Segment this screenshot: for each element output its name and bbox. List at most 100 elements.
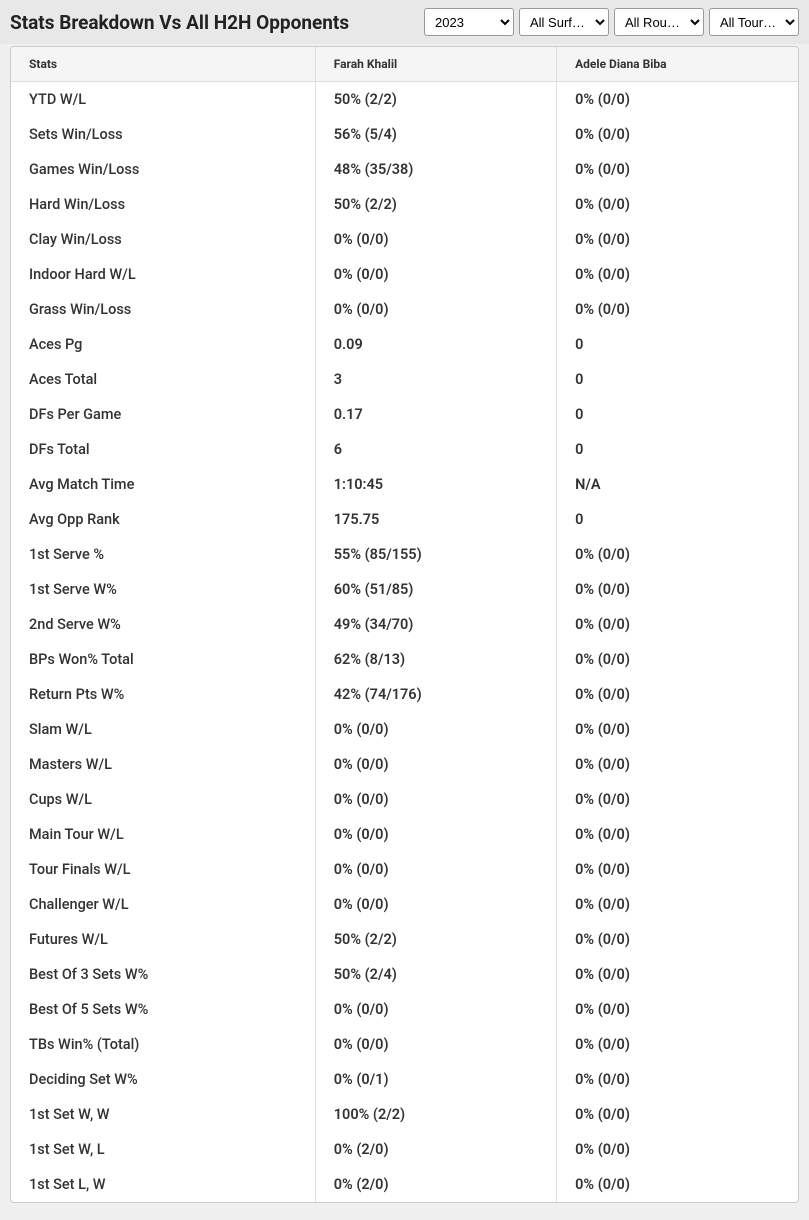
player1-value: 0% (0/0): [315, 747, 556, 782]
player2-value: 0% (0/0): [557, 187, 798, 222]
table-row: 1st Set W, L0% (2/0)0% (0/0): [11, 1132, 798, 1167]
table-row: YTD W/L50% (2/2)0% (0/0): [11, 82, 798, 117]
table-row: Aces Pg0.090: [11, 327, 798, 362]
player1-value: 0% (0/0): [315, 222, 556, 257]
player2-value: 0: [557, 432, 798, 467]
player1-value: 1:10:45: [315, 467, 556, 502]
stat-label: Tour Finals W/L: [11, 852, 315, 887]
stat-label: Best Of 3 Sets W%: [11, 957, 315, 992]
player1-value: 0% (0/0): [315, 887, 556, 922]
stat-label: Hard Win/Loss: [11, 187, 315, 222]
player1-value: 0% (2/0): [315, 1132, 556, 1167]
player2-value: 0% (0/0): [557, 152, 798, 187]
column-header-player1: Farah Khalil: [315, 47, 556, 82]
player2-value: 0: [557, 502, 798, 537]
player1-value: 0% (0/0): [315, 992, 556, 1027]
stat-label: Best Of 5 Sets W%: [11, 992, 315, 1027]
player1-value: 100% (2/2): [315, 1097, 556, 1132]
stat-label: Main Tour W/L: [11, 817, 315, 852]
player2-value: 0: [557, 327, 798, 362]
stat-label: 1st Serve W%: [11, 572, 315, 607]
player1-value: 0.17: [315, 397, 556, 432]
stats-table-container: Stats Farah Khalil Adele Diana Biba YTD …: [10, 46, 799, 1203]
table-row: Futures W/L50% (2/2)0% (0/0): [11, 922, 798, 957]
stat-label: Return Pts W%: [11, 677, 315, 712]
stat-label: Deciding Set W%: [11, 1062, 315, 1097]
player2-value: 0% (0/0): [557, 922, 798, 957]
player1-value: 50% (2/4): [315, 957, 556, 992]
player1-value: 50% (2/2): [315, 187, 556, 222]
stat-label: 1st Serve %: [11, 537, 315, 572]
table-row: Aces Total30: [11, 362, 798, 397]
page-title: Stats Breakdown Vs All H2H Opponents: [10, 11, 349, 34]
tour-filter[interactable]: All Tour…: [709, 8, 799, 36]
player2-value: 0% (0/0): [557, 677, 798, 712]
stat-label: 1st Set L, W: [11, 1167, 315, 1202]
table-row: DFs Per Game0.170: [11, 397, 798, 432]
table-row: Cups W/L0% (0/0)0% (0/0): [11, 782, 798, 817]
table-row: Best Of 3 Sets W%50% (2/4)0% (0/0): [11, 957, 798, 992]
player1-value: 0% (0/0): [315, 712, 556, 747]
player1-value: 0% (0/0): [315, 257, 556, 292]
player1-value: 55% (85/155): [315, 537, 556, 572]
table-row: Masters W/L0% (0/0)0% (0/0): [11, 747, 798, 782]
stat-label: YTD W/L: [11, 82, 315, 117]
table-row: Hard Win/Loss50% (2/2)0% (0/0): [11, 187, 798, 222]
table-row: Deciding Set W%0% (0/1)0% (0/0): [11, 1062, 798, 1097]
player2-value: 0% (0/0): [557, 1167, 798, 1202]
player1-value: 6: [315, 432, 556, 467]
round-filter[interactable]: All Rou…: [614, 8, 704, 36]
stat-label: DFs Total: [11, 432, 315, 467]
stat-label: Cups W/L: [11, 782, 315, 817]
player2-value: 0% (0/0): [557, 292, 798, 327]
table-row: Indoor Hard W/L0% (0/0)0% (0/0): [11, 257, 798, 292]
player2-value: 0% (0/0): [557, 887, 798, 922]
table-row: 1st Serve W%60% (51/85)0% (0/0): [11, 572, 798, 607]
player2-value: 0% (0/0): [557, 747, 798, 782]
table-row: Best Of 5 Sets W%0% (0/0)0% (0/0): [11, 992, 798, 1027]
player2-value: 0% (0/0): [557, 607, 798, 642]
table-row: Return Pts W%42% (74/176)0% (0/0): [11, 677, 798, 712]
stat-label: Clay Win/Loss: [11, 222, 315, 257]
stat-label: Challenger W/L: [11, 887, 315, 922]
stats-table: Stats Farah Khalil Adele Diana Biba YTD …: [11, 47, 798, 1202]
player2-value: 0% (0/0): [557, 642, 798, 677]
player2-value: 0% (0/0): [557, 222, 798, 257]
table-row: Challenger W/L0% (0/0)0% (0/0): [11, 887, 798, 922]
player1-value: 60% (51/85): [315, 572, 556, 607]
table-row: Tour Finals W/L0% (0/0)0% (0/0): [11, 852, 798, 887]
player1-value: 50% (2/2): [315, 922, 556, 957]
player1-value: 175.75: [315, 502, 556, 537]
player2-value: N/A: [557, 467, 798, 502]
player2-value: 0% (0/0): [557, 572, 798, 607]
stat-label: Slam W/L: [11, 712, 315, 747]
stat-label: DFs Per Game: [11, 397, 315, 432]
player1-value: 56% (5/4): [315, 117, 556, 152]
header-bar: Stats Breakdown Vs All H2H Opponents 202…: [0, 0, 809, 44]
stat-label: 2nd Serve W%: [11, 607, 315, 642]
table-row: DFs Total60: [11, 432, 798, 467]
player2-value: 0% (0/0): [557, 957, 798, 992]
stat-label: Futures W/L: [11, 922, 315, 957]
column-header-stats: Stats: [11, 47, 315, 82]
year-filter[interactable]: 2023: [424, 8, 514, 36]
player2-value: 0% (0/0): [557, 1097, 798, 1132]
player2-value: 0% (0/0): [557, 117, 798, 152]
player1-value: 0% (0/0): [315, 817, 556, 852]
stat-label: TBs Win% (Total): [11, 1027, 315, 1062]
stat-label: Grass Win/Loss: [11, 292, 315, 327]
table-row: Grass Win/Loss0% (0/0)0% (0/0): [11, 292, 798, 327]
stat-label: Aces Pg: [11, 327, 315, 362]
table-row: 2nd Serve W%49% (34/70)0% (0/0): [11, 607, 798, 642]
table-row: BPs Won% Total62% (8/13)0% (0/0): [11, 642, 798, 677]
player1-value: 0% (0/0): [315, 782, 556, 817]
table-row: Clay Win/Loss0% (0/0)0% (0/0): [11, 222, 798, 257]
stat-label: Masters W/L: [11, 747, 315, 782]
stat-label: Sets Win/Loss: [11, 117, 315, 152]
surface-filter[interactable]: All Surf…: [519, 8, 609, 36]
stat-label: 1st Set W, W: [11, 1097, 315, 1132]
player2-value: 0% (0/0): [557, 257, 798, 292]
player1-value: 49% (34/70): [315, 607, 556, 642]
table-row: 1st Set W, W100% (2/2)0% (0/0): [11, 1097, 798, 1132]
player1-value: 62% (8/13): [315, 642, 556, 677]
